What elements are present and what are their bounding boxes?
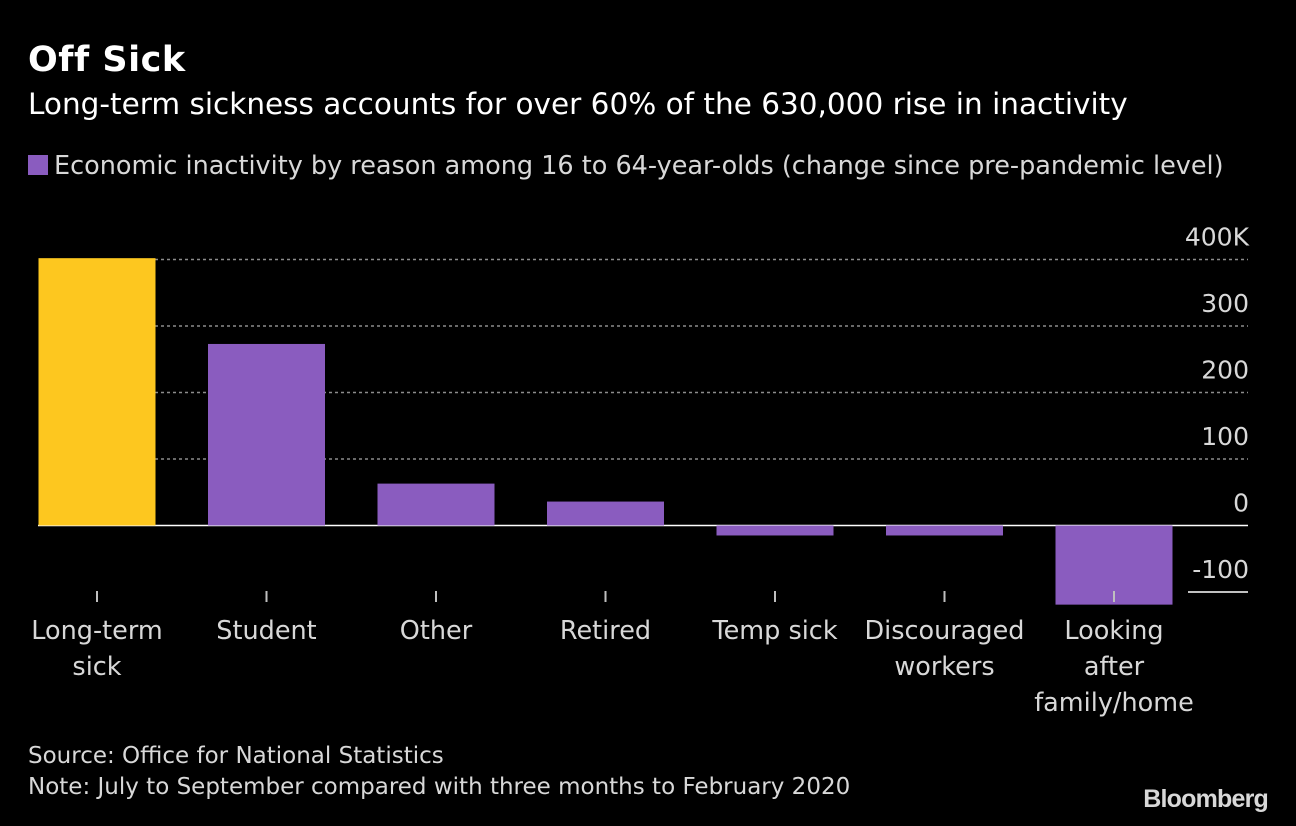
- y-tick-label: -100: [1192, 555, 1249, 584]
- bloomberg-logo: Bloomberg: [1143, 785, 1269, 813]
- source-note: Source: Office for National Statistics: [28, 743, 444, 769]
- x-category-label: Student: [216, 616, 316, 646]
- x-axis-labels: Long-term sick Student Other Retired Temp sic…: [31, 591, 1194, 718]
- x-category-label: Discouraged workers: [865, 616, 1025, 682]
- x-category-label: Other: [400, 616, 473, 646]
- bar-2: [377, 483, 495, 526]
- y-axis-ticks: 400K 300 200 100 0 -100: [1185, 223, 1250, 585]
- x-category-label: Retired: [560, 616, 651, 646]
- legend-swatch: [28, 155, 48, 175]
- bars: [38, 258, 1173, 605]
- bar-0: [38, 258, 156, 526]
- y-tick-label: 0: [1233, 489, 1249, 518]
- legend-label: Economic inactivity by reason among 16 t…: [54, 151, 1224, 181]
- footnote: Note: July to September compared with th…: [28, 774, 851, 800]
- x-category-label: Looking after family/home: [1034, 616, 1194, 718]
- legend: Economic inactivity by reason among 16 t…: [28, 150, 1258, 183]
- y-tick-label: 400K: [1185, 223, 1250, 252]
- bar-3: [547, 501, 664, 526]
- y-tick-label: 100: [1201, 422, 1249, 451]
- bar-1: [208, 343, 325, 526]
- chart-subtitle: Long-term sickness accounts for over 60%…: [28, 87, 1128, 121]
- x-category-label: Long-term sick: [31, 616, 162, 682]
- bar-5: [886, 525, 1003, 536]
- y-tick-label: 300: [1201, 289, 1249, 318]
- x-category-label: Temp sick: [711, 616, 837, 646]
- bar-4: [716, 525, 834, 536]
- chart-title: Off Sick: [28, 40, 186, 80]
- y-tick-label: 200: [1201, 356, 1249, 385]
